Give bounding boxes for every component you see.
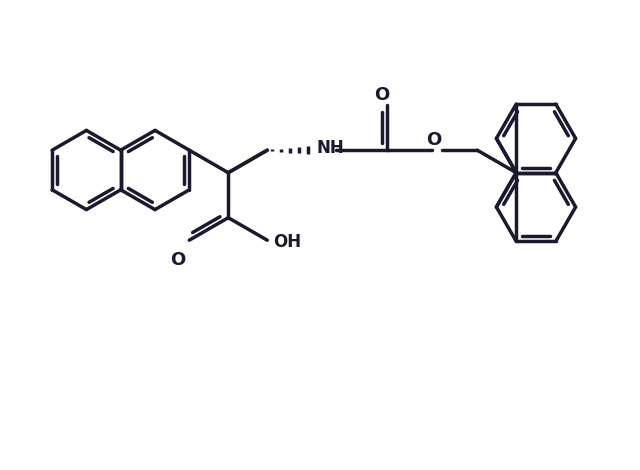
Text: O: O [427,131,442,149]
Text: OH: OH [273,233,301,251]
Text: NH: NH [316,139,344,157]
Text: O: O [170,251,186,269]
Text: O: O [374,86,390,104]
